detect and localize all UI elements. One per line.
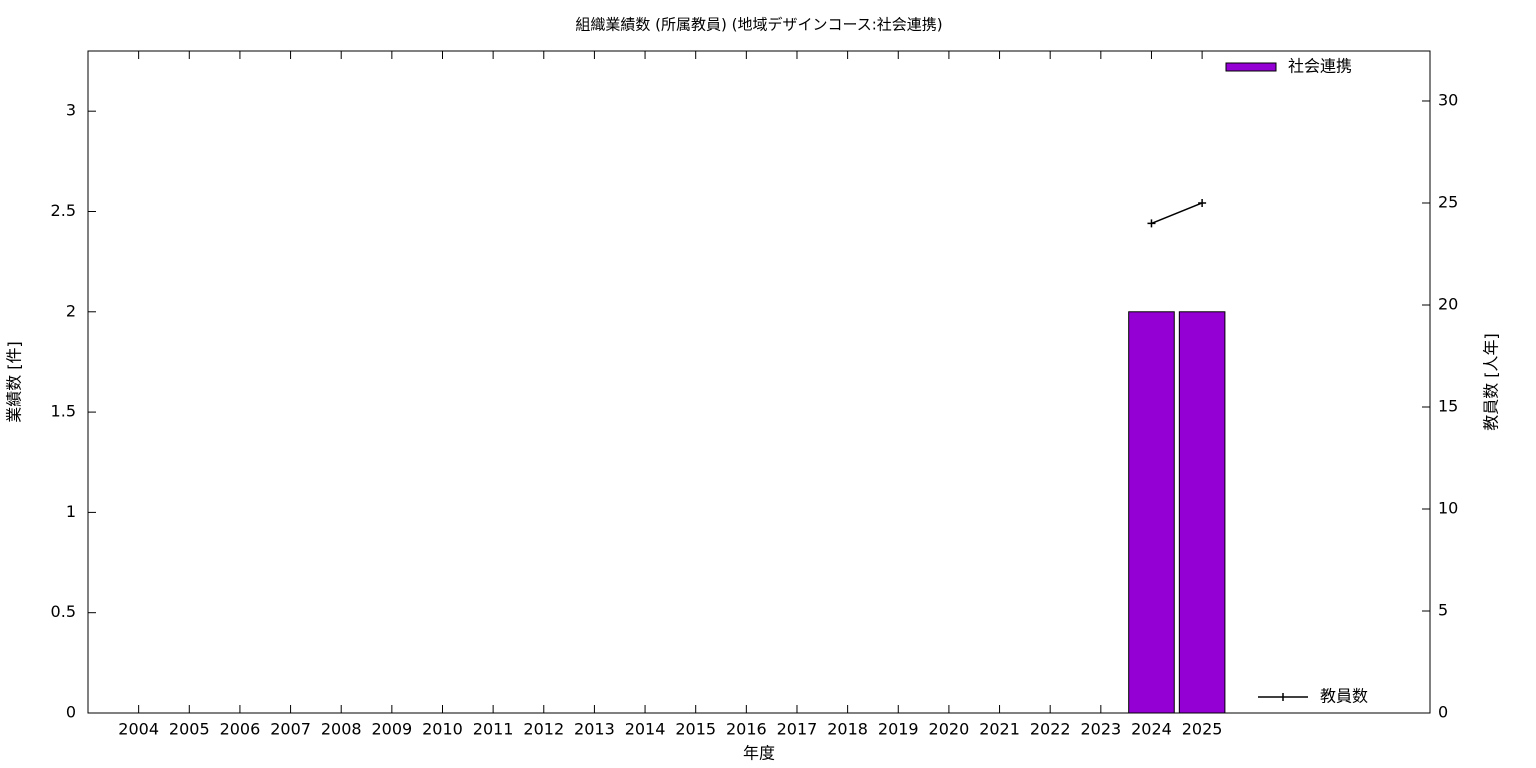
- point: [1198, 198, 1207, 207]
- y2-tick-label: 5: [1438, 600, 1448, 619]
- x-tick-label: 2024: [1131, 720, 1172, 739]
- y-tick-label: 1.5: [51, 402, 76, 421]
- bar: [1178, 311, 1226, 714]
- x-tick-label: 2021: [979, 720, 1020, 739]
- y2-tick-label: 15: [1438, 396, 1458, 415]
- y2-tick-label: 10: [1438, 498, 1458, 517]
- y2-tick-label: 20: [1438, 294, 1458, 313]
- x-tick-label: 2025: [1182, 720, 1223, 739]
- y-tick-label: 0: [66, 703, 76, 722]
- x-tick-label: 2018: [827, 720, 868, 739]
- point: [1147, 219, 1156, 228]
- x-tick-label: 2005: [169, 720, 210, 739]
- x-tick-label: 2022: [1030, 720, 1071, 739]
- x-axis-label: 年度: [743, 744, 775, 763]
- y-tick-label: 3: [66, 101, 76, 120]
- y-tick-label: 2.5: [51, 201, 76, 220]
- x-tick-label: 2023: [1080, 720, 1121, 739]
- line: [1151, 202, 1203, 225]
- x-tick-label: 2007: [270, 720, 311, 739]
- x-tick-label: 2008: [321, 720, 362, 739]
- y-tick-label: 2: [66, 301, 76, 320]
- x-tick-label: 2011: [473, 720, 514, 739]
- legend-label: 教員数: [1320, 687, 1368, 706]
- y-tick-label: 0.5: [51, 602, 76, 621]
- legend-label: 社会連携: [1288, 57, 1352, 76]
- y2-axis-label: 教員数 [人年]: [1482, 333, 1501, 431]
- y-axis-label: 業績数 [件]: [5, 341, 24, 423]
- x-tick-label: 2019: [878, 720, 919, 739]
- y2-tick-label: 30: [1438, 90, 1458, 109]
- x-tick-label: 2020: [929, 720, 970, 739]
- y2-tick-label: 25: [1438, 192, 1458, 211]
- legend-swatch: [1225, 62, 1277, 72]
- x-tick-label: 2013: [574, 720, 615, 739]
- y2-tick-label: 0: [1438, 703, 1448, 722]
- x-tick-label: 2004: [118, 720, 159, 739]
- x-tick-label: 2006: [220, 720, 261, 739]
- x-tick-label: 2014: [625, 720, 666, 739]
- x-tick-label: 2015: [675, 720, 716, 739]
- plot-frame: [87, 50, 1431, 714]
- x-tick-label: 2017: [777, 720, 818, 739]
- x-tick-label: 2016: [726, 720, 767, 739]
- x-tick-label: 2012: [523, 720, 564, 739]
- y-tick-label: 1: [66, 502, 76, 521]
- chart-title: 組織業績数 (所属教員) (地域デザインコース:社会連携): [575, 16, 942, 34]
- bar: [1128, 311, 1175, 714]
- x-tick-label: 2010: [422, 720, 463, 739]
- x-tick-label: 2009: [371, 720, 412, 739]
